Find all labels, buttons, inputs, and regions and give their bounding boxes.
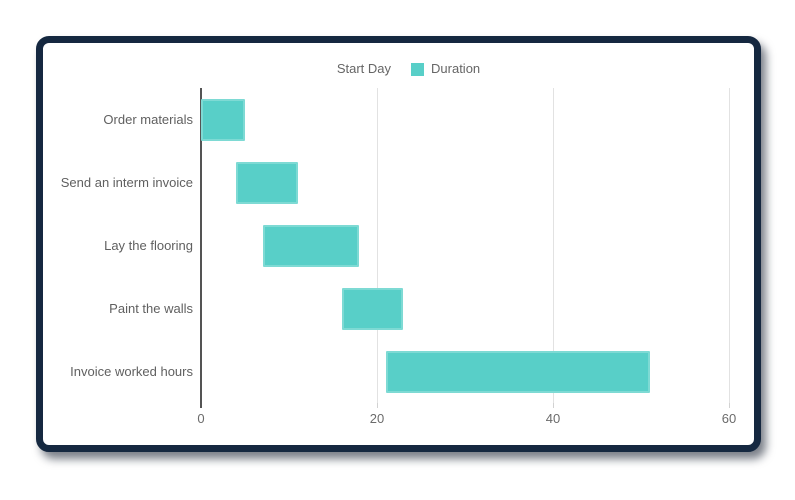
x-axis-tick: [200, 403, 202, 408]
gantt-bar[interactable]: [262, 224, 360, 267]
y-axis-label: Paint the walls: [109, 301, 193, 316]
chart-window: Start Day Duration Order materials Send a…: [36, 36, 761, 452]
gridline: [553, 88, 554, 403]
gantt-bar[interactable]: [236, 161, 298, 204]
y-axis-label: Lay the flooring: [104, 238, 193, 253]
legend-item-label: Duration: [431, 61, 481, 76]
y-axis-line: [200, 88, 202, 403]
chart-legend: Start Day Duration: [43, 62, 754, 76]
gridline: [729, 88, 730, 403]
x-axis-tick: [729, 403, 730, 408]
y-axis-labels: Order materials Send an interm invoice Lay…: [59, 88, 193, 403]
legend-item-duration[interactable]: Duration: [411, 62, 480, 76]
y-axis-label: Send an interm invoice: [60, 175, 193, 190]
gantt-bar[interactable]: [201, 98, 245, 141]
plot-area: 0 20 40 60: [197, 88, 736, 426]
x-axis-tick-label: 40: [545, 411, 561, 426]
gridline: [377, 88, 378, 403]
x-axis-tick-label: 60: [721, 411, 737, 426]
x-axis-tick: [377, 403, 378, 408]
gantt-bar[interactable]: [341, 287, 404, 330]
x-axis-tick: [553, 403, 554, 408]
x-axis-tick-label: 20: [369, 411, 385, 426]
start-day-swatch-icon: [316, 62, 330, 76]
y-axis-label: Order materials: [103, 112, 193, 127]
y-axis-label: Invoice worked hours: [70, 364, 193, 379]
duration-swatch-icon: [411, 62, 425, 76]
legend-item-start-day[interactable]: Start Day: [316, 61, 392, 76]
gantt-bar[interactable]: [385, 350, 650, 393]
legend-item-label: Start Day: [336, 61, 392, 76]
x-axis-tick-label: 0: [197, 411, 205, 426]
